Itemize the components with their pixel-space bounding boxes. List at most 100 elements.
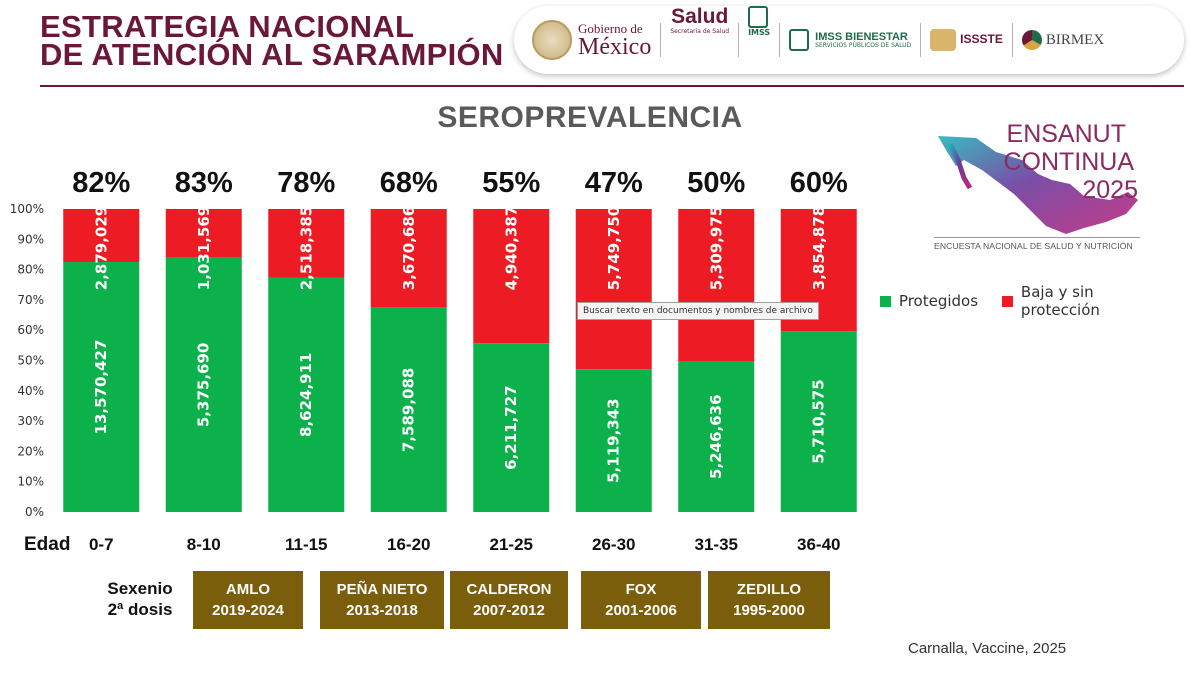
y-tick-label: 80% [17,263,44,277]
birmex-leaf-icon [1021,30,1042,50]
top-percent-label: 47% [585,167,643,199]
y-tick-label: 70% [17,293,44,307]
bar-unprotected [165,209,242,258]
sexenio-name: PEÑA NIETO [336,581,428,598]
y-tick-label: 30% [17,414,44,428]
bar-protected [473,343,550,512]
imss-eagle-icon [748,6,769,28]
sexenio-name: FOX [625,581,657,598]
bar-unprotected [63,209,140,263]
gobierno-big-text: México [578,33,652,60]
imss-bienestar-icon [789,29,810,51]
x-tick-label: 26-30 [592,535,635,554]
legend-label-unprotected: Baja y sin protección [1020,283,1100,319]
bar-unprotected [268,209,345,278]
imss-logo: IMSS [748,6,770,74]
imss-bienestar-sub-text: SERVICIOS PÚBLICOS DE SALUD [815,41,912,49]
legend-swatch-protected [880,295,891,307]
x-axis-title: Edad [24,534,70,555]
bar-protected [165,257,242,512]
data-label-unprotected: 4,940,387 [502,206,520,290]
bar-protected [678,361,755,512]
sexenio-years: 2007-2012 [473,602,545,619]
y-tick-label: 40% [17,384,44,398]
x-tick-label: 0-7 [89,535,114,554]
y-tick-label: 10% [17,475,44,489]
legend-swatch-unprotected [1002,295,1013,307]
bar-protected [268,277,345,512]
logo-divider [779,23,781,57]
top-percent-label: 55% [482,167,540,199]
sexenio-box-zedillo: ZEDILLO 1995-2000 [708,571,830,629]
logo-divider [738,23,740,57]
sexenio-box-fox: FOX 2001-2006 [581,571,701,629]
data-label-unprotected: 5,309,975 [707,206,725,290]
bar-unprotected [473,209,550,344]
logo-bar: Gobierno de México Salud Secretaría de S… [514,6,1184,74]
sexenio-label-line-2: 2ª dosis [107,600,173,619]
sexenio-years: 2001-2006 [605,602,677,619]
ensanut-divider [934,237,1140,238]
x-tick-label: 21-25 [490,535,533,554]
data-label-protected: 5,246,636 [707,394,725,478]
bar-unprotected [678,209,755,362]
title-line-2: DE ATENCIÓN AL SARAMPIÓN [40,37,504,72]
bar-unprotected [370,209,447,308]
y-tick-label: 20% [17,444,44,458]
sexenio-label-line-1: Sexenio [107,579,173,598]
national-seal-icon [532,20,572,60]
sexenio-name: ZEDILLO [736,581,802,598]
data-label-unprotected: 2,879,029 [92,206,110,290]
legend-label-protected: Protegidos [898,292,979,310]
citation: Carnalla, Vaccine, 2025 [908,640,1067,657]
data-label-unprotected: 2,518,385 [297,206,315,290]
data-label-protected: 5,710,575 [810,379,828,463]
bar-unprotected [575,209,652,370]
sexenio-box-amlo: AMLO 2019-2024 [193,571,303,629]
sexenio-box-calderon: CALDERON 2007-2012 [450,571,568,629]
issste-text: ISSSTE [960,32,1003,47]
sexenio-years: 1995-2000 [733,602,805,619]
data-label-unprotected: 1,031,569 [195,206,213,290]
ensanut-title-3: 2025 [1082,176,1138,204]
y-tick-label: 100% [10,202,44,216]
bar-protected [575,369,652,512]
top-percent-label: 68% [380,167,438,199]
sexenio-years: 2013-2018 [346,602,418,619]
logo-divider [1011,23,1013,57]
top-percent-label: 60% [790,167,848,199]
bar-protected [780,331,857,512]
ensanut-subtitle: ENCUESTA NACIONAL DE SALUD Y NUTRICIÓN [934,241,1133,251]
data-label-unprotected: 3,854,878 [810,206,828,290]
sexenio-label: Sexenio 2ª dosis [100,578,180,620]
header-divider [40,85,1184,87]
bar-protected [370,307,447,512]
sexenio-name: AMLO [225,581,271,598]
imss-bienestar-text: IMSS BIENESTAR [815,30,908,43]
data-label-protected: 7,589,088 [400,368,418,452]
x-tick-label: 16-20 [387,535,430,554]
top-percent-label: 78% [277,167,335,199]
ensanut-title-2: CONTINUA [1003,148,1134,176]
data-label-protected: 5,375,690 [195,343,213,427]
logo-divider [660,23,662,57]
y-tick-label: 90% [17,232,44,246]
chart-title: SEROPREVALENCIA [437,101,743,134]
data-label-protected: 8,624,911 [297,353,315,437]
logo-divider [920,23,922,57]
birmex-text: BIRMEX [1045,31,1105,48]
seroprevalence-chart: 0% 10% 20% 30% 40% 50% 60% 70% 80% 90% 100% Edad 13,… [10,167,857,555]
data-label-unprotected: 3,670,686 [400,206,418,290]
sexenio-box-pena-nieto: PEÑA NIETO 2013-2018 [320,571,444,629]
salud-sub-text: Secretaría de Salud [670,28,730,35]
issste-logo: ISSSTE [930,6,1003,74]
imss-text: IMSS [748,28,771,37]
x-tick-label: 8-10 [187,535,221,554]
search-tooltip: Buscar texto en documentos y nombres de … [577,302,819,320]
data-label-unprotected: 5,749,750 [605,206,623,290]
chart-legend: Protegidos Baja y sin protección [880,283,1200,319]
x-tick-label: 31-35 [695,535,738,554]
data-label-protected: 5,119,343 [605,398,623,482]
salud-text: Salud [671,5,729,28]
data-label-protected: 13,570,427 [92,340,110,435]
